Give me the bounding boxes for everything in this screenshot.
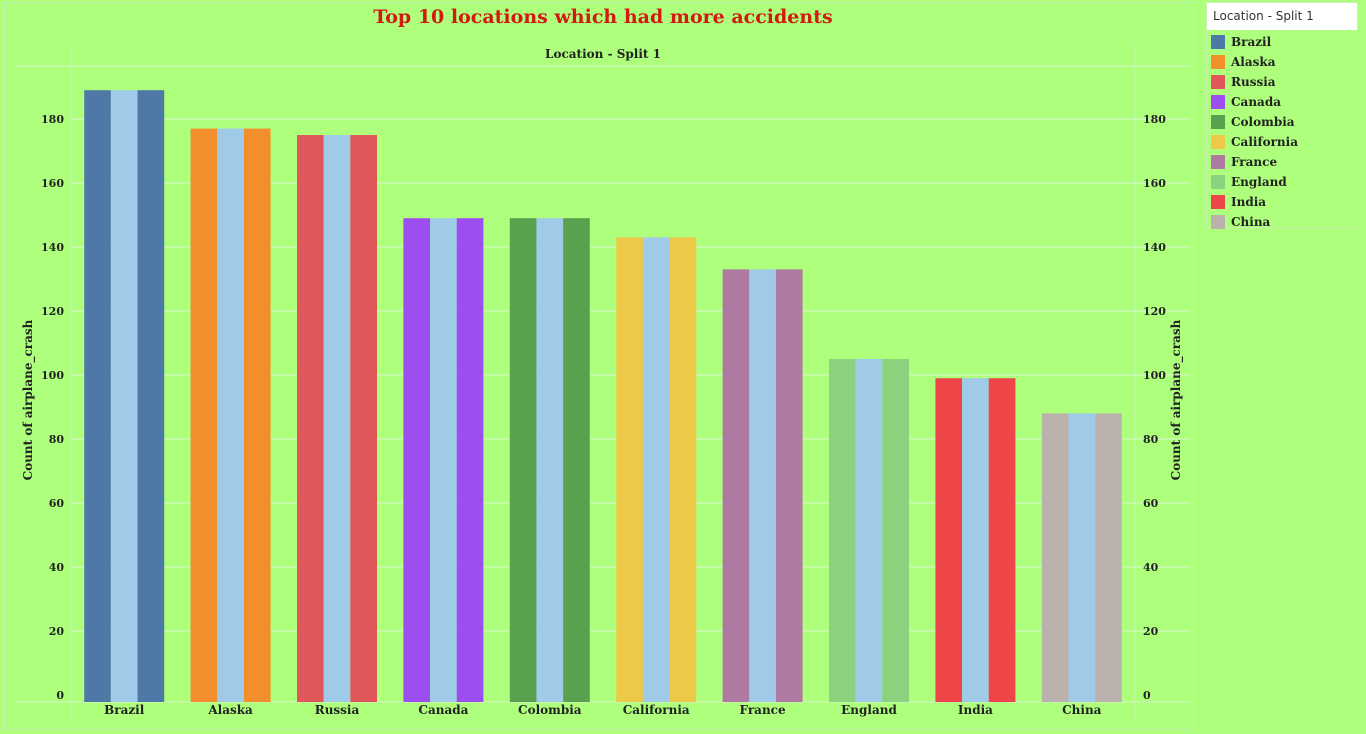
bar-california-right <box>669 237 697 702</box>
legend-label: Brazil <box>1231 35 1272 49</box>
bar-china-right <box>1095 413 1122 702</box>
legend-swatch <box>1211 155 1225 169</box>
bar-england-middle <box>855 359 883 702</box>
x-tick-label: China <box>1062 703 1102 717</box>
y-tick-right: 20 <box>1143 625 1159 638</box>
legend-item-california[interactable]: California <box>1207 132 1357 152</box>
legend-swatch <box>1211 175 1225 189</box>
legend-item-brazil[interactable]: Brazil <box>1207 32 1357 52</box>
legend-label: England <box>1231 175 1287 189</box>
bar-india-right <box>988 378 1016 702</box>
chart-title: Top 10 locations which had more accident… <box>373 6 833 28</box>
y-tick-left: 60 <box>49 497 65 510</box>
legend-label: China <box>1231 215 1271 229</box>
legend[interactable]: Location - Split 1 Brazil Alaska Russia Can… <box>1206 2 1358 229</box>
legend-item-china[interactable]: China <box>1207 212 1357 232</box>
bar-colombia-right <box>563 218 590 702</box>
bar-france-right <box>775 269 803 702</box>
y-tick-right: 0 <box>1143 689 1151 702</box>
y-tick-left: 160 <box>41 177 64 190</box>
x-tick-label: Russia <box>315 703 360 717</box>
bar-india-left <box>935 378 963 702</box>
x-tick-label: India <box>958 703 993 717</box>
bar-china-middle <box>1068 413 1096 702</box>
x-tick-label: California <box>623 703 690 717</box>
chart-subtitle: Location - Split 1 <box>545 47 661 61</box>
bar-england-left <box>829 359 856 702</box>
bar-alaska-left <box>190 128 218 703</box>
legend-item-canada[interactable]: Canada <box>1207 92 1357 112</box>
x-tick-label: Colombia <box>518 703 582 717</box>
x-tick-label: England <box>841 703 897 717</box>
y-tick-left: 40 <box>49 561 65 574</box>
bar-china-left <box>1041 413 1069 702</box>
legend-item-russia[interactable]: Russia <box>1207 72 1357 92</box>
legend-item-india[interactable]: India <box>1207 192 1357 212</box>
y-tick-left: 120 <box>41 305 64 318</box>
bar-brazil-right <box>137 90 165 702</box>
legend-swatch <box>1211 75 1225 89</box>
legend-label: France <box>1231 155 1278 169</box>
y-tick-left: 100 <box>41 369 64 382</box>
legend-label: India <box>1231 195 1267 209</box>
bar-canada-middle <box>430 218 457 702</box>
chart-panel <box>4 2 1194 730</box>
legend-label: Russia <box>1231 75 1276 89</box>
bar-canada-left <box>403 218 431 702</box>
legend-swatch <box>1211 35 1225 49</box>
x-tick-label: Brazil <box>104 703 145 717</box>
legend-item-france[interactable]: France <box>1207 152 1357 172</box>
legend-item-england[interactable]: England <box>1207 172 1357 192</box>
legend-item-alaska[interactable]: Alaska <box>1207 52 1357 72</box>
bar-california-middle <box>642 237 670 702</box>
legend-swatch <box>1211 55 1225 69</box>
bar-alaska-middle <box>217 128 244 703</box>
y-tick-left: 80 <box>49 433 65 446</box>
bar-russia-left <box>297 135 324 702</box>
x-tick-label: France <box>740 703 786 717</box>
y-tick-right: 80 <box>1143 433 1159 446</box>
legend-label: California <box>1231 135 1298 149</box>
bar-colombia-middle <box>536 218 564 702</box>
y-tick-right: 120 <box>1143 305 1166 318</box>
bar-russia-middle <box>323 135 351 702</box>
y-tick-left: 180 <box>41 113 64 126</box>
y-tick-right: 100 <box>1143 369 1166 382</box>
bar-france-left <box>722 269 750 702</box>
bar-brazil-middle <box>110 90 138 702</box>
y-tick-left: 0 <box>56 689 64 702</box>
y-tick-right: 140 <box>1143 241 1166 254</box>
legend-swatch <box>1211 135 1225 149</box>
y-tick-right: 180 <box>1143 113 1166 126</box>
x-tick-label: Alaska <box>207 703 253 717</box>
y-axis-label-right: Count of airplane_crash <box>1169 319 1184 480</box>
bar-england-right <box>882 359 909 702</box>
bar-india-middle <box>962 378 989 702</box>
legend-title: Location - Split 1 <box>1207 3 1357 30</box>
bar-chart: Location - Split 1 0 0 20 20 40 40 60 60 80 80 100 1… <box>15 44 1190 722</box>
legend-item-colombia[interactable]: Colombia <box>1207 112 1357 132</box>
legend-label: Canada <box>1231 95 1281 109</box>
y-tick-left: 140 <box>41 241 64 254</box>
bar-alaska-right <box>243 128 271 703</box>
legend-list: Brazil Alaska Russia Canada Colombia Californ… <box>1207 32 1357 232</box>
bar-russia-right <box>350 135 377 702</box>
bar-california-left <box>616 237 643 702</box>
legend-swatch <box>1211 95 1225 109</box>
y-tick-left: 20 <box>49 625 65 638</box>
bar-canada-right <box>456 218 484 702</box>
bar-colombia-left <box>509 218 537 702</box>
bar-france-middle <box>749 269 776 702</box>
legend-swatch <box>1211 195 1225 209</box>
y-tick-right: 60 <box>1143 497 1159 510</box>
legend-label: Colombia <box>1231 115 1295 129</box>
legend-swatch <box>1211 215 1225 229</box>
legend-label: Alaska <box>1231 55 1276 69</box>
y-axis-label-left: Count of airplane_crash <box>21 319 36 480</box>
legend-swatch <box>1211 115 1225 129</box>
y-tick-right: 160 <box>1143 177 1166 190</box>
x-tick-label: Canada <box>418 703 468 717</box>
bar-brazil-left <box>84 90 111 702</box>
y-tick-right: 40 <box>1143 561 1159 574</box>
